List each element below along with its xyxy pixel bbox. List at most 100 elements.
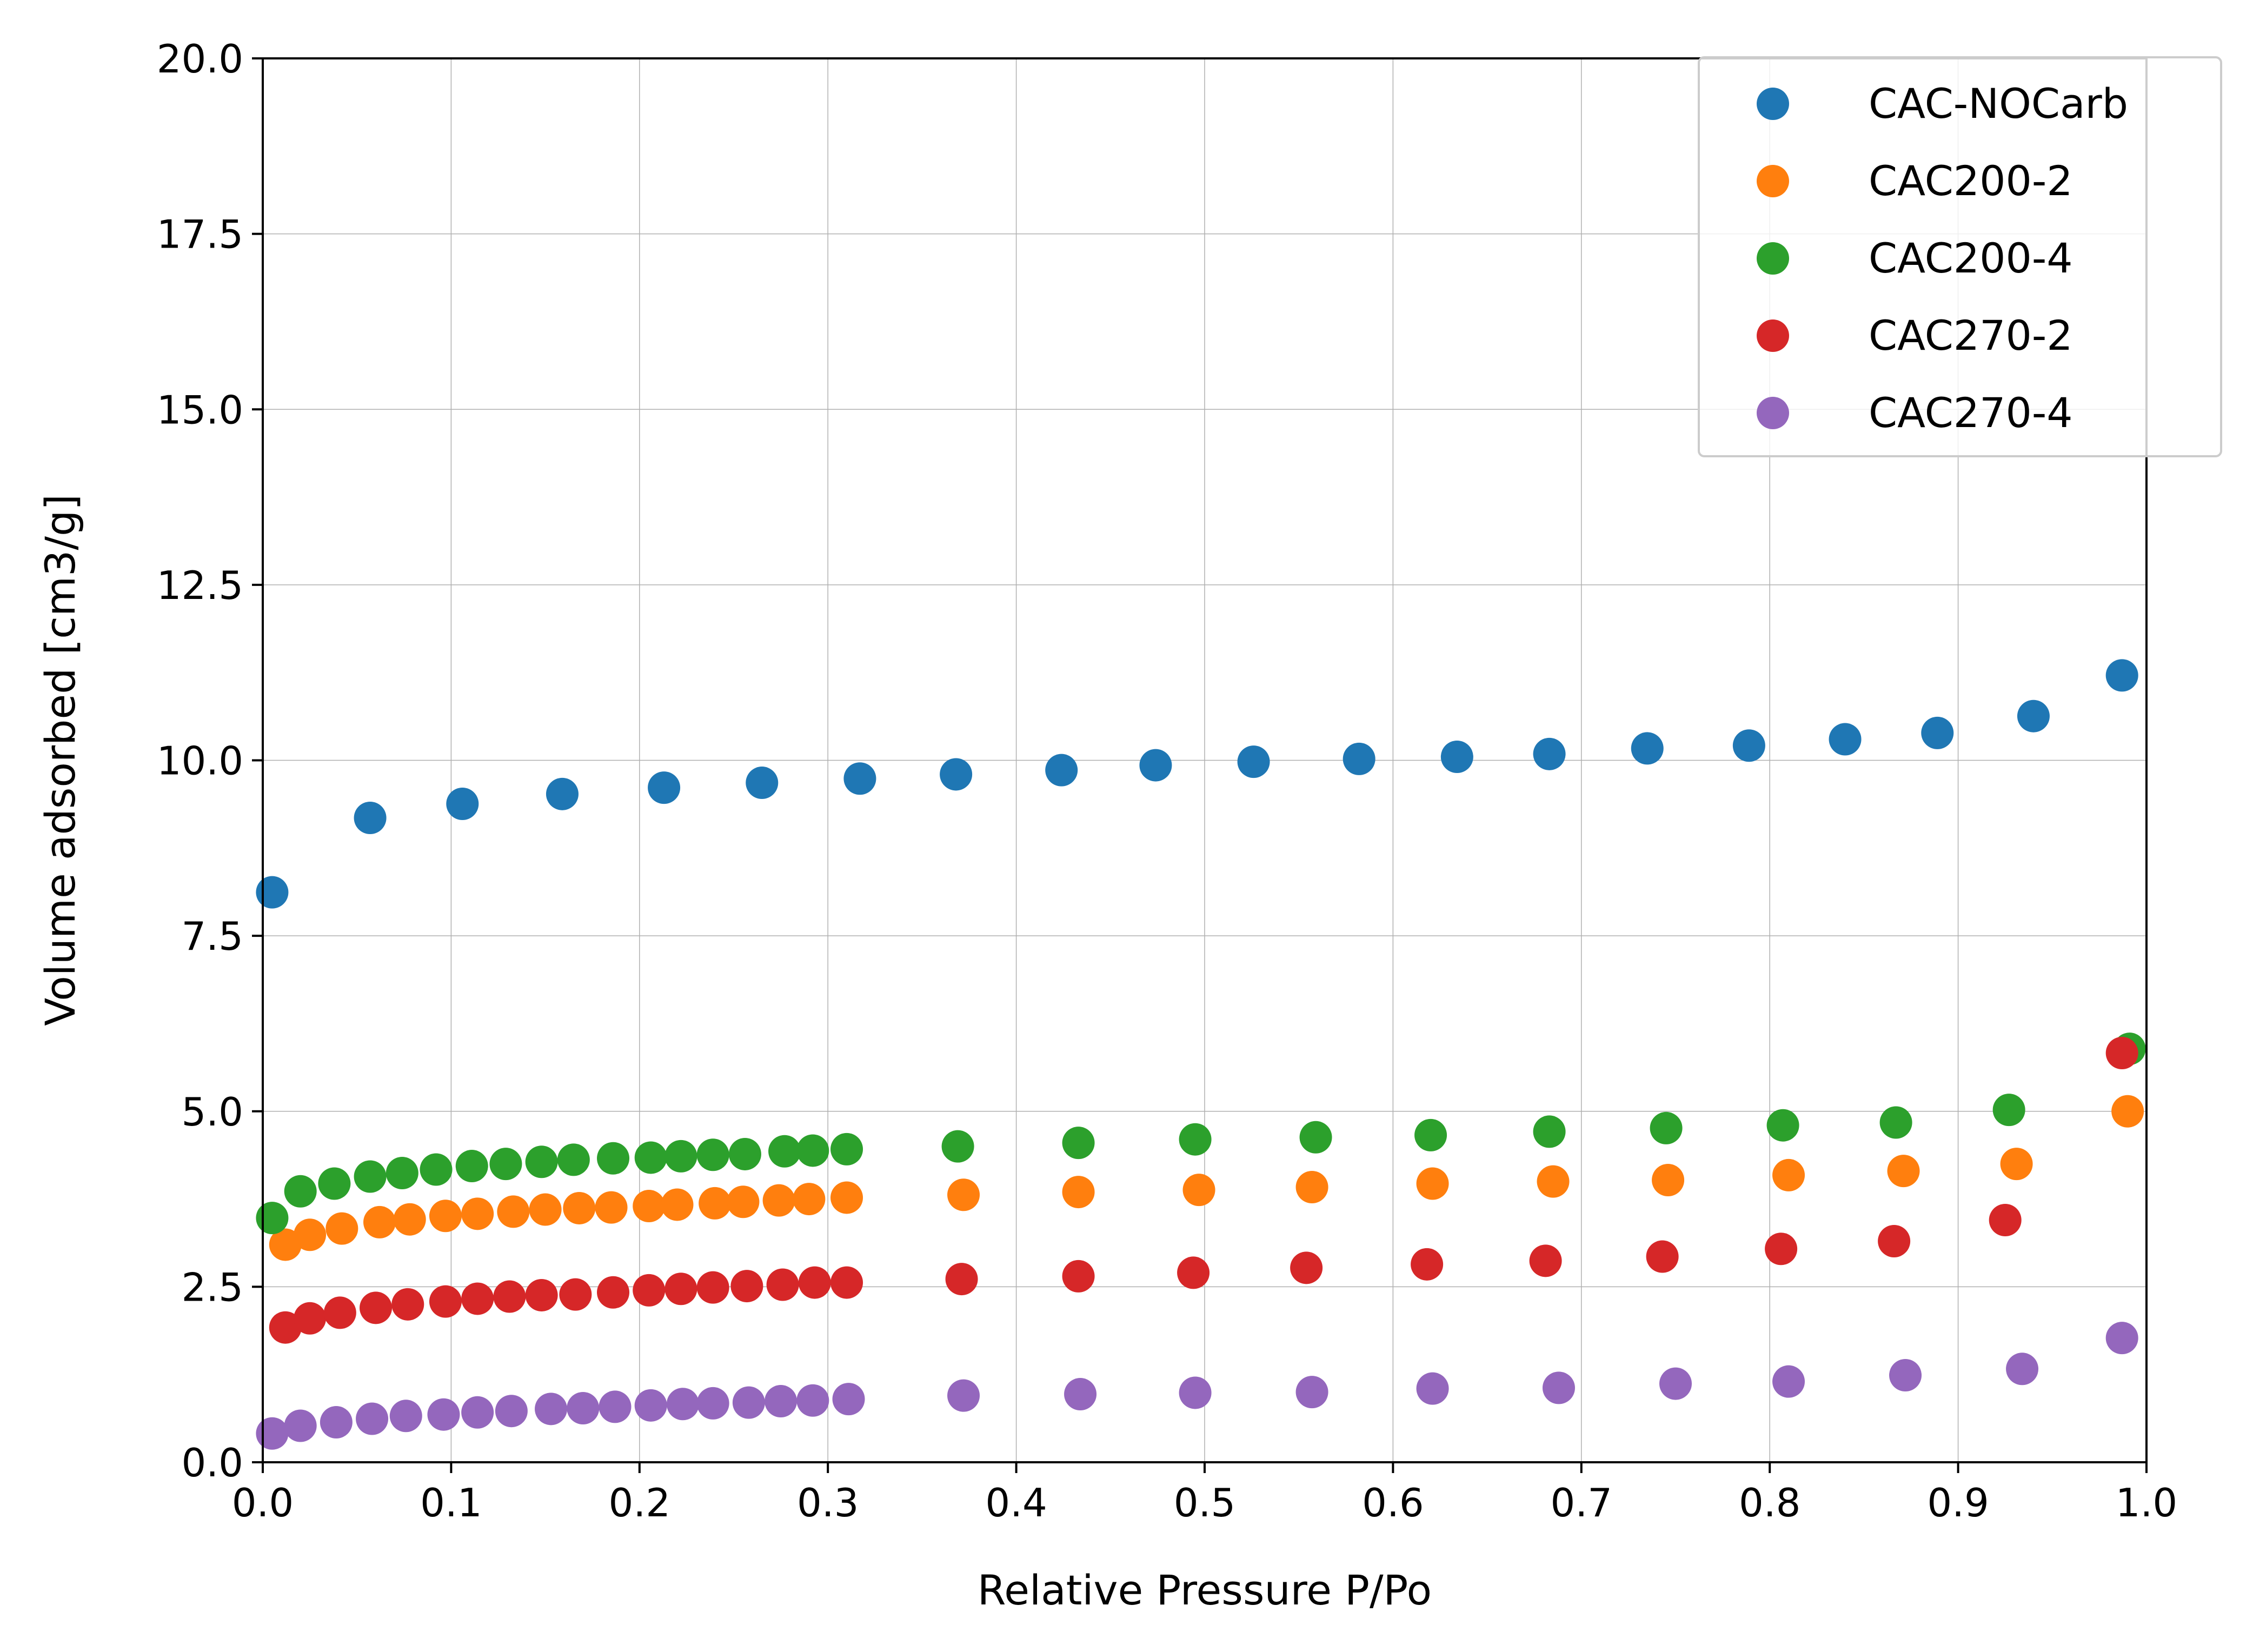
data-point <box>830 1266 863 1299</box>
data-point <box>497 1195 530 1228</box>
data-point <box>696 1387 729 1420</box>
data-point <box>664 1273 697 1305</box>
data-point <box>766 1268 799 1301</box>
x-tick-label: 0.8 <box>1739 1480 1801 1526</box>
y-tick-label: 12.5 <box>157 563 243 608</box>
legend-label: CAC200-2 <box>1869 157 2073 205</box>
data-point <box>1887 1155 1920 1188</box>
series-CAC-NOCarb <box>256 659 2138 909</box>
data-point <box>256 1202 289 1235</box>
data-point <box>940 758 973 791</box>
data-point <box>728 1137 761 1170</box>
data-point <box>1533 737 1566 770</box>
data-point <box>1416 1167 1449 1200</box>
data-point <box>633 1190 666 1223</box>
data-point <box>1179 1123 1212 1156</box>
data-point <box>386 1157 418 1190</box>
data-point <box>843 762 876 795</box>
data-point <box>427 1398 460 1431</box>
data-point <box>420 1153 453 1186</box>
data-point <box>256 1417 289 1450</box>
data-point <box>1659 1367 1692 1400</box>
legend-label: CAC-NOCarb <box>1869 79 2128 128</box>
legend-label: CAC270-2 <box>1869 311 2073 359</box>
data-point <box>796 1134 829 1167</box>
series-CAC270-2 <box>269 1036 2138 1344</box>
data-point <box>563 1191 596 1224</box>
y-tick-label: 15.0 <box>157 387 243 432</box>
data-point <box>2105 1036 2138 1069</box>
data-point <box>1542 1371 1575 1404</box>
data-point <box>535 1393 568 1425</box>
data-point <box>1179 1376 1212 1409</box>
x-tick-label: 0.5 <box>1174 1480 1236 1526</box>
data-point <box>389 1400 422 1433</box>
data-point <box>732 1386 765 1419</box>
series-CAC200-2 <box>269 1095 2144 1261</box>
y-tick-label: 7.5 <box>181 914 243 959</box>
data-point <box>746 767 779 800</box>
data-point <box>1064 1378 1097 1411</box>
data-point <box>1411 1248 1444 1281</box>
legend-marker <box>1757 242 1789 275</box>
data-point <box>525 1145 558 1178</box>
data-point <box>529 1193 562 1226</box>
data-point <box>391 1288 424 1321</box>
data-point <box>1062 1260 1095 1293</box>
data-point <box>294 1302 327 1335</box>
data-point <box>1062 1176 1095 1209</box>
legend-label: CAC270-4 <box>1869 389 2073 437</box>
data-point <box>1650 1111 1683 1144</box>
data-point <box>284 1409 317 1442</box>
data-point <box>945 1263 978 1296</box>
data-point <box>793 1183 826 1216</box>
data-point <box>1343 742 1375 775</box>
data-point <box>1529 1244 1562 1277</box>
y-tick-label: 5.0 <box>181 1089 243 1135</box>
data-point <box>557 1143 590 1176</box>
data-point <box>1766 1109 1799 1142</box>
data-point <box>730 1270 763 1303</box>
data-point <box>546 777 579 810</box>
data-point <box>320 1405 353 1438</box>
data-point <box>489 1148 522 1181</box>
x-axis-ticks: 0.0 0.1 0.2 0.3 0.4 0.5 0.6 0.7 0.8 0.9 1.0 <box>232 1462 2177 1526</box>
data-point <box>599 1390 632 1423</box>
data-point <box>796 1384 829 1417</box>
data-point <box>2000 1148 2033 1181</box>
data-point <box>648 771 681 804</box>
data-point <box>429 1200 462 1233</box>
data-point <box>595 1191 628 1224</box>
data-point <box>1177 1256 1210 1289</box>
data-point <box>1414 1118 1447 1151</box>
y-tick-label: 10.0 <box>157 738 243 784</box>
data-point <box>661 1188 694 1221</box>
data-point <box>1878 1224 1911 1257</box>
x-tick-label: 0.0 <box>232 1480 294 1526</box>
data-point <box>559 1278 592 1311</box>
data-point <box>832 1383 865 1416</box>
data-point <box>360 1291 393 1324</box>
data-point <box>1992 1094 2025 1127</box>
data-point <box>461 1197 494 1230</box>
data-point <box>429 1285 462 1318</box>
data-point <box>1045 754 1078 787</box>
data-point <box>1765 1233 1798 1265</box>
data-point <box>1921 716 1954 749</box>
data-point <box>446 788 479 821</box>
data-point <box>798 1266 831 1299</box>
data-point <box>1652 1164 1685 1197</box>
data-point <box>269 1311 302 1344</box>
data-point <box>493 1280 526 1313</box>
data-point <box>597 1142 630 1175</box>
data-point <box>1537 1165 1570 1198</box>
legend-marker <box>1757 319 1789 352</box>
data-point <box>666 1388 699 1421</box>
data-points <box>256 659 2146 1450</box>
data-point <box>567 1392 600 1425</box>
data-point <box>1295 1376 1328 1409</box>
data-point <box>455 1150 488 1183</box>
data-point <box>1829 723 1862 756</box>
data-point <box>1062 1127 1095 1160</box>
